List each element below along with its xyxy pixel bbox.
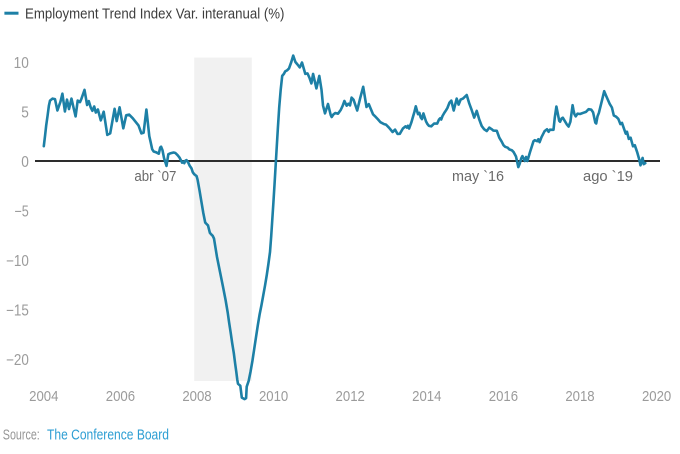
svg-text:2008: 2008 (182, 389, 211, 405)
svg-text:2004: 2004 (29, 389, 58, 405)
svg-text:2010: 2010 (259, 389, 288, 405)
svg-text:10: 10 (14, 55, 30, 72)
svg-text:−5: −5 (14, 204, 28, 221)
svg-text:may `16: may `16 (452, 169, 504, 185)
svg-text:−10: −10 (6, 253, 29, 270)
svg-text:Source:: Source: (3, 428, 40, 444)
svg-text:2016: 2016 (489, 389, 518, 405)
svg-text:Employment Trend Index Var. in: Employment Trend Index Var. interanual (… (25, 6, 284, 22)
svg-text:2020: 2020 (642, 389, 671, 405)
svg-text:ago `19: ago `19 (583, 169, 633, 185)
svg-text:2014: 2014 (412, 389, 441, 405)
svg-text:−20: −20 (6, 352, 29, 369)
svg-text:2012: 2012 (336, 389, 365, 405)
svg-text:−15: −15 (6, 303, 29, 320)
svg-text:2018: 2018 (565, 389, 594, 405)
svg-text:abr `07: abr `07 (134, 169, 176, 185)
svg-text:2006: 2006 (106, 389, 135, 405)
svg-text:5: 5 (21, 105, 29, 122)
svg-text:The Conference Board: The Conference Board (47, 428, 169, 444)
svg-text:0: 0 (21, 154, 29, 171)
